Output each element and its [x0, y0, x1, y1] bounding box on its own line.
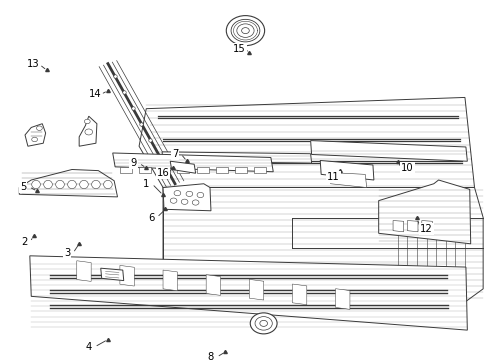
Polygon shape — [421, 221, 431, 232]
Circle shape — [85, 129, 92, 135]
Polygon shape — [120, 167, 132, 173]
Polygon shape — [170, 161, 195, 173]
Circle shape — [170, 198, 177, 203]
Circle shape — [231, 19, 259, 42]
Circle shape — [32, 137, 38, 142]
Polygon shape — [234, 167, 246, 173]
Ellipse shape — [103, 180, 112, 189]
Circle shape — [241, 28, 249, 33]
Circle shape — [84, 119, 90, 124]
Text: 4: 4 — [85, 342, 92, 352]
Text: 10: 10 — [400, 163, 413, 173]
Text: 6: 6 — [147, 212, 154, 222]
Circle shape — [197, 192, 203, 198]
Text: 3: 3 — [64, 248, 70, 258]
Polygon shape — [77, 261, 91, 282]
Text: 12: 12 — [419, 224, 432, 234]
Polygon shape — [158, 167, 170, 173]
Polygon shape — [79, 116, 97, 146]
Ellipse shape — [43, 180, 52, 189]
Polygon shape — [25, 124, 45, 146]
Polygon shape — [335, 289, 349, 309]
Polygon shape — [215, 167, 227, 173]
Text: 15: 15 — [233, 44, 245, 54]
Polygon shape — [30, 256, 467, 330]
Polygon shape — [163, 270, 177, 291]
Polygon shape — [163, 188, 482, 304]
Text: 13: 13 — [27, 59, 40, 69]
Polygon shape — [196, 167, 208, 173]
Circle shape — [185, 191, 192, 197]
Polygon shape — [249, 279, 263, 300]
Polygon shape — [392, 221, 403, 232]
Polygon shape — [378, 180, 470, 244]
Polygon shape — [206, 275, 220, 295]
Text: 14: 14 — [88, 89, 101, 99]
Polygon shape — [120, 265, 134, 286]
Ellipse shape — [67, 180, 76, 189]
Circle shape — [174, 190, 181, 196]
Text: 1: 1 — [143, 179, 149, 189]
Polygon shape — [101, 268, 123, 280]
Polygon shape — [310, 141, 467, 161]
Text: 11: 11 — [326, 172, 339, 182]
Polygon shape — [329, 172, 366, 188]
Text: 9: 9 — [130, 158, 136, 168]
Polygon shape — [112, 153, 273, 172]
Polygon shape — [139, 98, 473, 188]
Circle shape — [236, 24, 254, 37]
Ellipse shape — [91, 180, 100, 189]
Text: 5: 5 — [20, 182, 26, 192]
Text: 2: 2 — [21, 237, 27, 247]
Ellipse shape — [80, 180, 88, 189]
Polygon shape — [407, 221, 417, 232]
Text: 8: 8 — [207, 352, 214, 360]
Ellipse shape — [32, 180, 41, 189]
Circle shape — [37, 126, 42, 130]
Polygon shape — [162, 152, 311, 163]
Polygon shape — [19, 170, 117, 197]
Text: 7: 7 — [171, 149, 178, 159]
Circle shape — [181, 199, 187, 204]
Polygon shape — [163, 184, 210, 211]
Polygon shape — [177, 167, 189, 173]
Polygon shape — [139, 167, 151, 173]
Ellipse shape — [56, 180, 64, 189]
Polygon shape — [292, 284, 306, 305]
Circle shape — [259, 320, 267, 327]
Circle shape — [255, 316, 272, 330]
Polygon shape — [254, 167, 265, 173]
Text: 16: 16 — [156, 168, 169, 178]
Circle shape — [250, 313, 277, 334]
Circle shape — [192, 200, 199, 205]
Polygon shape — [320, 161, 373, 180]
